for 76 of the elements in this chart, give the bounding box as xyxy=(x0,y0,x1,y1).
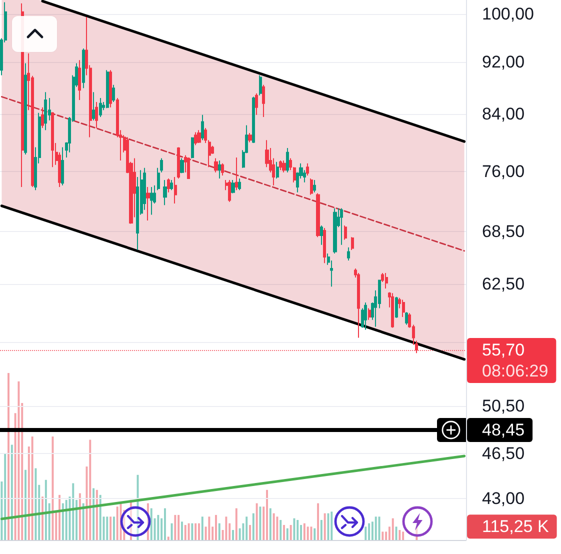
candlestick xyxy=(177,146,180,179)
candlestick xyxy=(44,92,47,131)
candlestick xyxy=(221,162,224,176)
candlestick xyxy=(41,106,44,129)
candlestick xyxy=(228,180,231,202)
candlestick xyxy=(255,92,258,116)
candlestick xyxy=(95,102,98,129)
candlestick xyxy=(150,186,153,216)
candlestick xyxy=(231,180,235,194)
candlestick xyxy=(340,208,343,246)
candlestick xyxy=(167,178,170,193)
candlestick xyxy=(306,162,309,176)
candlestick xyxy=(313,180,316,193)
candlestick xyxy=(61,146,64,186)
candlestick xyxy=(252,96,255,144)
text: 08:06:29 xyxy=(482,361,548,380)
candlestick xyxy=(51,112,54,168)
candlestick xyxy=(78,60,81,101)
candlestick xyxy=(259,74,262,96)
candlestick xyxy=(214,158,218,173)
candlestick xyxy=(385,272,388,289)
candlestick xyxy=(395,296,398,318)
candlestick xyxy=(402,299,405,318)
y-tick-label: 84,00 xyxy=(482,104,525,124)
y-tick-label: 92,00 xyxy=(482,52,525,72)
candlestick xyxy=(218,160,221,179)
candlestick xyxy=(157,167,160,191)
candlestick xyxy=(351,236,354,251)
candlestick xyxy=(316,192,320,238)
y-tick-label: 46,50 xyxy=(482,444,525,464)
candlestick xyxy=(238,178,241,191)
candlestick xyxy=(174,176,177,204)
y-tick-label: 50,50 xyxy=(482,396,525,416)
candlestick xyxy=(92,92,95,121)
candlestick xyxy=(109,70,112,108)
candlestick xyxy=(364,302,367,330)
candlestick xyxy=(357,272,360,338)
candlestick xyxy=(333,208,337,254)
candlestick xyxy=(310,178,313,196)
y-tick-label: 68,50 xyxy=(482,222,525,241)
candlestick xyxy=(194,132,197,146)
candlestick xyxy=(320,224,323,246)
ref-line-label: 55,70 xyxy=(482,340,525,360)
candlestick xyxy=(187,156,190,179)
candlestick xyxy=(99,98,102,118)
candlestick xyxy=(146,186,150,221)
candlestick xyxy=(163,180,167,206)
candlestick xyxy=(197,130,201,144)
candlestick xyxy=(24,62,27,156)
y-tick-label: 100,00 xyxy=(482,4,534,24)
candlestick xyxy=(323,227,326,264)
candlestick xyxy=(160,158,163,173)
candlestick xyxy=(391,292,394,328)
candlestick xyxy=(201,114,204,141)
candlestick xyxy=(368,308,371,320)
candlestick xyxy=(248,132,252,143)
candlestick xyxy=(262,84,265,118)
candlestick xyxy=(191,136,194,159)
y-tick-label: 62,50 xyxy=(482,274,525,294)
candlestick xyxy=(180,158,184,174)
candlestick xyxy=(170,180,173,191)
y-tick-label: 43,00 xyxy=(482,488,525,508)
candlestick xyxy=(347,246,350,261)
candlestick xyxy=(286,147,289,173)
candlestick xyxy=(106,70,109,109)
ref-line-label: 48,45 xyxy=(482,420,525,440)
candlestick xyxy=(235,156,238,191)
candlestick xyxy=(82,48,85,89)
candlestick xyxy=(405,312,408,326)
candlestick xyxy=(279,160,282,171)
candlestick xyxy=(276,161,279,179)
candlestick xyxy=(344,224,347,240)
text: 115,25 K xyxy=(482,517,550,536)
candlestick xyxy=(112,84,115,103)
candlestick xyxy=(282,160,286,173)
y-tick-label: 76,00 xyxy=(482,162,525,182)
